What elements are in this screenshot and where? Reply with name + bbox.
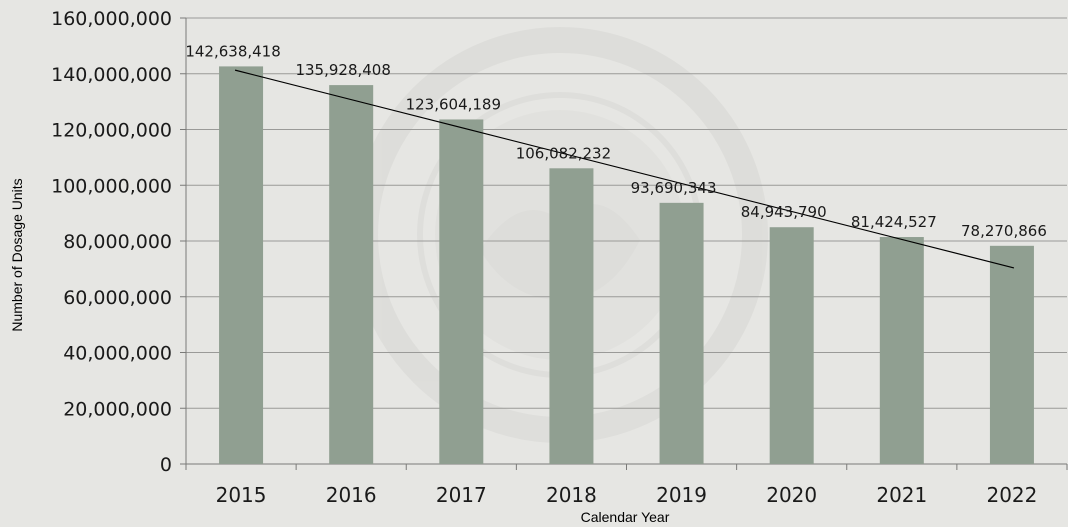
x-axis-title: Calendar Year bbox=[581, 509, 670, 525]
data-label: 135,928,408 bbox=[295, 61, 390, 79]
bar bbox=[879, 237, 924, 464]
y-axis-title: Number of Dosage Units bbox=[9, 178, 25, 331]
y-tick-label: 60,000,000 bbox=[63, 287, 172, 309]
y-tick-labels: 0 20,000,000 40,000,000 60,000,000 80,000,00… bbox=[51, 8, 172, 476]
y-tick-label: 40,000,000 bbox=[63, 343, 172, 365]
bar bbox=[549, 168, 594, 464]
bar bbox=[989, 245, 1034, 464]
x-tick-label: 2016 bbox=[326, 483, 377, 507]
y-tick-label: 100,000,000 bbox=[51, 175, 172, 197]
bar bbox=[659, 202, 704, 464]
x-tick-label: 2020 bbox=[766, 483, 817, 507]
data-label: 81,424,527 bbox=[851, 213, 937, 231]
data-label: 93,690,343 bbox=[631, 179, 717, 197]
y-tick-label: 80,000,000 bbox=[63, 231, 172, 253]
x-tick-label: 2019 bbox=[656, 483, 707, 507]
bar bbox=[439, 119, 484, 465]
y-tick-label: 160,000,000 bbox=[51, 8, 172, 30]
x-tick-label: 2017 bbox=[436, 483, 487, 507]
data-label: 123,604,189 bbox=[406, 95, 501, 113]
x-tick-labels: 2015 2016 2017 2018 2019 2020 2021 2022 bbox=[216, 483, 1038, 507]
data-labels: 142,638,418 135,928,408 123,604,189 106,082… bbox=[185, 42, 1047, 239]
bar bbox=[329, 85, 374, 465]
x-tick-label: 2022 bbox=[986, 483, 1037, 507]
data-label: 106,082,232 bbox=[516, 144, 611, 162]
x-tick-label: 2018 bbox=[546, 483, 597, 507]
trendline-group bbox=[234, 69, 1015, 269]
x-tick-label: 2021 bbox=[876, 483, 927, 507]
trendline bbox=[234, 69, 1015, 269]
data-label: 84,943,790 bbox=[741, 203, 827, 221]
data-label: 78,270,866 bbox=[961, 222, 1047, 240]
bars bbox=[219, 66, 1034, 465]
y-tick-label: 120,000,000 bbox=[51, 120, 172, 142]
bar bbox=[219, 66, 264, 464]
bar bbox=[769, 227, 814, 464]
y-tick-label: 140,000,000 bbox=[51, 64, 172, 86]
y-tick-label: 20,000,000 bbox=[63, 398, 172, 420]
data-label: 142,638,418 bbox=[185, 42, 280, 60]
y-tick-label: 0 bbox=[160, 454, 172, 476]
x-tick-label: 2015 bbox=[216, 483, 267, 507]
